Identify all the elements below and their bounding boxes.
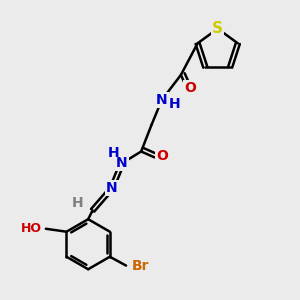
Text: H: H <box>107 146 119 160</box>
Text: H: H <box>72 196 84 210</box>
Text: H: H <box>169 98 181 111</box>
Text: O: O <box>184 81 196 95</box>
Text: N: N <box>106 181 118 195</box>
Text: S: S <box>212 21 223 36</box>
Text: Br: Br <box>131 259 149 273</box>
Text: N: N <box>156 93 168 107</box>
Text: N: N <box>116 156 128 170</box>
Text: HO: HO <box>21 222 42 235</box>
Text: O: O <box>156 149 168 163</box>
